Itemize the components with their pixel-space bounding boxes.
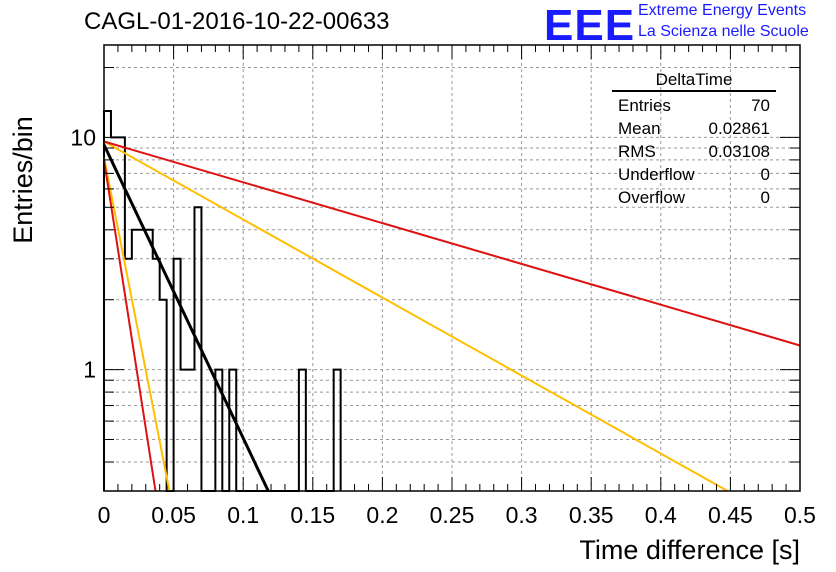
- histogram-bin: [229, 370, 236, 491]
- plot-frame: [103, 44, 801, 492]
- fit-line: [103, 159, 157, 492]
- stats-row-overflow: Overflow 0: [612, 186, 776, 209]
- y-tick-label: 1: [83, 357, 96, 383]
- x-tick-label: 0.25: [430, 502, 475, 528]
- fit-line: [102, 144, 270, 492]
- x-tick-label: 0.05: [151, 502, 196, 528]
- stats-row-entries: Entries 70: [612, 94, 776, 117]
- histogram-bin: [118, 137, 125, 491]
- stats-title: DeltaTime: [612, 70, 776, 92]
- stats-row-rms: RMS 0.03108: [612, 140, 776, 163]
- histogram-bin: [188, 370, 195, 491]
- x-tick-label: 0.5: [784, 502, 816, 528]
- y-axis-label: Entries/bin: [8, 116, 38, 244]
- histogram-bin: [334, 370, 341, 491]
- fit-line: [103, 157, 171, 492]
- fit-lines: [102, 140, 801, 492]
- eee-logo: EEE: [544, 1, 636, 50]
- axes: [103, 44, 801, 492]
- y-tick-labels: 1 10: [70, 124, 96, 382]
- x-tick-label: 0.3: [506, 502, 538, 528]
- plot-title: CAGL-01-2016-10-22-00633: [84, 8, 390, 35]
- stats-value: 0: [760, 188, 770, 207]
- histogram-bin: [153, 259, 160, 491]
- stats-row-underflow: Underflow 0: [612, 163, 776, 186]
- y-tick-label: 10: [70, 124, 96, 150]
- stats-label: Overflow: [618, 188, 686, 207]
- histogram: [103, 109, 342, 492]
- x-tick-label: 0.4: [645, 502, 677, 528]
- stats-value: 70: [751, 96, 770, 115]
- fit-line: [103, 140, 729, 492]
- stats-label: Entries: [618, 96, 671, 115]
- x-tick-label: 0.35: [569, 502, 614, 528]
- stats-label: Mean: [618, 119, 661, 138]
- x-axis-label: Time difference [s]: [579, 535, 800, 565]
- histogram-bin: [111, 137, 118, 491]
- logo-line-1: Extreme Energy Events: [638, 2, 807, 19]
- histogram-bin: [299, 370, 306, 491]
- stats-label: Underflow: [618, 165, 695, 184]
- stats-box: DeltaTime Entries 70 Mean 0.02861 RMS 0.…: [612, 70, 776, 209]
- histogram-outline: [103, 109, 342, 492]
- x-tick-label: 0: [98, 502, 111, 528]
- histogram-bin: [181, 370, 188, 491]
- stats-value: 0.03108: [708, 142, 770, 161]
- logo-line-2: La Scienza nelle Scuole: [638, 23, 809, 40]
- stats-row-mean: Mean 0.02861: [612, 117, 776, 140]
- x-tick-label: 0.45: [708, 502, 753, 528]
- x-tick-label: 0.2: [366, 502, 398, 528]
- x-tick-label: 0.1: [227, 502, 259, 528]
- stats-value: 0: [760, 165, 770, 184]
- x-tick-labels: 0 0.05 0.1 0.15 0.2 0.25 0.3 0.35 0.4 0.45 0.5: [98, 502, 816, 528]
- stats-value: 0.02861: [708, 119, 770, 138]
- fit-line: [103, 140, 801, 347]
- x-tick-label: 0.15: [290, 502, 335, 528]
- stats-label: RMS: [618, 142, 656, 161]
